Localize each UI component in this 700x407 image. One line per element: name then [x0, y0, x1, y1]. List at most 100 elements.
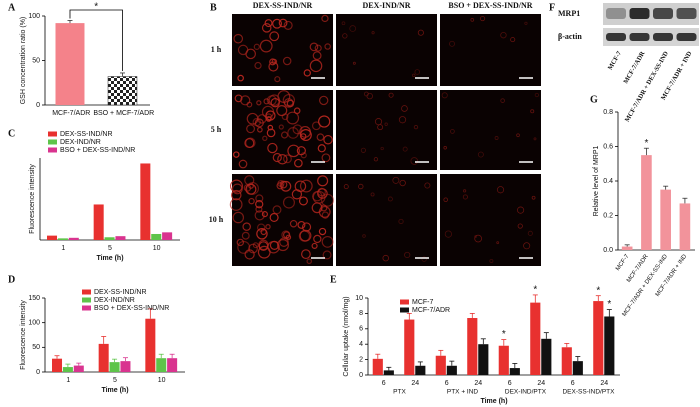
bar — [98, 343, 109, 372]
cell — [269, 31, 280, 42]
cell — [282, 56, 292, 66]
cell — [259, 39, 273, 53]
cell — [265, 116, 272, 122]
column-header: DEX-SS-IND/NR — [253, 1, 313, 10]
cell — [410, 157, 419, 165]
cell — [283, 98, 294, 108]
cell — [320, 204, 328, 212]
legend-swatch — [48, 131, 57, 137]
cell — [421, 256, 427, 262]
bar — [57, 238, 68, 240]
cell — [316, 133, 325, 141]
legend-swatch — [82, 289, 91, 295]
cell — [318, 95, 329, 106]
cell — [309, 59, 323, 73]
cell — [267, 142, 278, 154]
cell — [236, 238, 245, 247]
x-axis-label: Time (h) — [101, 387, 128, 394]
cell — [264, 19, 273, 28]
protein-label: β-actin — [558, 32, 582, 41]
y-tick-label: 6 — [359, 326, 363, 333]
cell — [283, 154, 292, 164]
legend-label: DEX-SS-IND/NR — [60, 131, 113, 138]
cell — [274, 76, 281, 83]
cell — [349, 25, 357, 32]
cell — [267, 240, 280, 254]
cell — [272, 205, 282, 215]
cell — [297, 220, 306, 229]
bar — [156, 358, 167, 372]
blot-band — [606, 33, 626, 41]
y-axis-label: Fluorescence intensity — [29, 164, 36, 234]
y-tick-label: 50 — [32, 57, 40, 64]
cell — [272, 152, 282, 163]
cell — [533, 137, 537, 141]
bar — [478, 344, 489, 375]
x-tick-label: MCF-7/ADR — [52, 110, 90, 117]
x-tick-label: 24 — [411, 380, 419, 387]
row-label: 1 h — [211, 45, 222, 54]
bar — [604, 316, 615, 375]
cell — [255, 194, 264, 203]
cell — [280, 180, 292, 192]
y-tick-label: 0.8 — [603, 109, 613, 116]
cell — [232, 211, 245, 224]
cell — [301, 249, 311, 260]
cell — [342, 33, 348, 39]
y-axis-label: GSH concentration ratio (%) — [20, 17, 27, 105]
cell — [384, 122, 388, 126]
cell — [412, 73, 416, 78]
cell — [292, 124, 303, 135]
cell — [254, 210, 265, 221]
legend-label: DEX-IND/NR — [60, 139, 101, 146]
cell — [299, 179, 313, 193]
blot-band — [606, 8, 626, 19]
cell — [287, 144, 300, 158]
bar — [140, 163, 151, 240]
blot-band — [653, 8, 673, 19]
cell — [387, 196, 393, 202]
panel-label: G — [590, 94, 598, 105]
micrograph — [440, 14, 541, 86]
cell — [272, 18, 282, 29]
y-tick-label: 8 — [359, 310, 363, 317]
micrograph — [440, 174, 541, 266]
y-axis-label: Relative level of MRP1 — [593, 145, 600, 216]
x-tick-label: 5 — [108, 245, 112, 252]
panel-label: E — [330, 274, 337, 285]
cell — [276, 105, 288, 117]
legend-label: DEX-SS-IND/NR — [94, 289, 147, 296]
y-tick-label: 150 — [28, 295, 40, 302]
cell — [510, 37, 516, 43]
cell — [392, 176, 400, 184]
cell — [233, 151, 240, 158]
cell — [283, 20, 293, 30]
bar — [109, 362, 120, 372]
blot-band — [676, 33, 697, 41]
cell — [311, 202, 323, 214]
significance: * — [607, 299, 611, 310]
cell — [477, 151, 484, 158]
cell — [524, 21, 528, 25]
bar — [383, 370, 394, 375]
cell — [444, 230, 452, 238]
cell — [256, 100, 262, 106]
cell — [298, 230, 311, 242]
cell — [523, 242, 531, 250]
bar — [572, 361, 583, 375]
cell — [474, 234, 482, 243]
cell — [234, 94, 243, 103]
y-tick-label: 0 — [359, 372, 363, 379]
cell — [500, 98, 505, 103]
micrograph — [336, 174, 437, 266]
cell — [534, 92, 540, 98]
bar — [104, 237, 115, 240]
y-axis-label: Cellular uptake (nmol/mg) — [343, 296, 350, 376]
bar — [541, 338, 552, 375]
y-tick-label: 0 — [36, 102, 40, 109]
legend-swatch — [400, 299, 409, 305]
cell — [300, 152, 307, 159]
cell — [424, 182, 431, 189]
cell — [352, 61, 356, 65]
cell — [240, 95, 251, 106]
